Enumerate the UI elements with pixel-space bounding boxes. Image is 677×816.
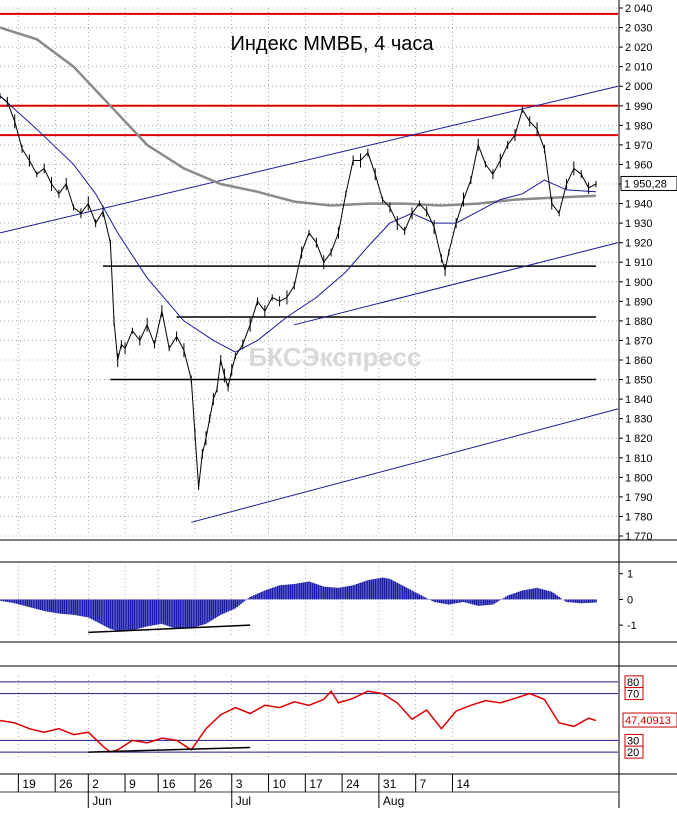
price-tick-label: 1 910 [625, 257, 653, 269]
price-tick-label: 2 040 [625, 3, 653, 15]
rsi-line [0, 689, 597, 753]
price-tick-label: 1 860 [625, 355, 653, 367]
month-label: Jul [236, 794, 251, 808]
price-tick-label: 1 970 [625, 140, 653, 152]
last-price-label: 1 950,28 [624, 178, 667, 190]
price-tick-label: 1 960 [625, 159, 653, 171]
price-tick-label: 1 920 [625, 238, 653, 250]
rsi-level-label: 80 [627, 677, 639, 689]
chart-title: Индекс ММВБ, 4 часа [231, 33, 435, 55]
slow-moving-average [0, 26, 596, 207]
price-tick-label: 2 010 [625, 62, 653, 74]
watermark-logo: БКСЭкспресс [249, 342, 422, 372]
price-tick-label: 2 030 [625, 23, 653, 35]
price-tick-label: 1 850 [625, 375, 653, 387]
price-tick-label: 1 990 [625, 101, 653, 113]
channel-line [294, 242, 619, 326]
rsi-level-box [624, 687, 644, 701]
x-axis: 19 26 2 9 16 26 3 10 17 24 31 7 14 Jun Jul Aug [0, 773, 677, 808]
x-tick-label: 9 [129, 777, 136, 791]
x-tick-label: 19 [22, 777, 36, 791]
channel-line [191, 408, 619, 523]
rsi-level-label: 30 [627, 735, 639, 747]
x-tick-label: 7 [420, 777, 427, 791]
rsi-divergence-line [88, 746, 251, 753]
macd-panel: 1 0 -1 [0, 561, 677, 643]
rsi-level-label: 20 [627, 747, 639, 759]
price-tick-label: 2 020 [625, 42, 653, 54]
price-tick-label: 1 890 [625, 296, 653, 308]
x-tick-label: 24 [346, 777, 360, 791]
month-label: Jun [92, 794, 111, 808]
x-tick-label: 3 [236, 777, 243, 791]
price-tick-label: 1 940 [625, 199, 653, 211]
x-tick-label: 26 [199, 777, 213, 791]
x-tick-label: 17 [309, 777, 323, 791]
x-tick-label: 2 [92, 777, 99, 791]
x-tick-label: 14 [456, 777, 470, 791]
price-tick-label: 1 830 [625, 414, 653, 426]
rsi-level-label: 70 [627, 689, 639, 701]
macd-tick-label: -1 [627, 620, 637, 632]
price-tick-label: 1 880 [625, 316, 653, 328]
price-tick-label: 2 000 [625, 81, 653, 93]
price-panel: 1 950,28 [0, 12, 677, 523]
price-tick-label: 1 980 [625, 120, 653, 132]
x-tick-label: 10 [273, 777, 287, 791]
month-label: Aug [383, 794, 404, 808]
rsi-level-box [624, 745, 644, 759]
price-tick-label: 1 930 [625, 218, 653, 230]
price-tick-label: 1 770 [625, 531, 653, 543]
price-tick-label: 1 820 [625, 433, 653, 445]
price-tick-label: 1 870 [625, 335, 653, 347]
price-tick-label: 1 810 [625, 453, 653, 465]
macd-tick-label: 0 [627, 594, 633, 606]
price-tick-label: 1 790 [625, 492, 653, 504]
x-tick-label: 16 [162, 777, 176, 791]
price-tick-label: 1 840 [625, 394, 653, 406]
x-tick-label: 26 [59, 777, 73, 791]
macd-divergence-line [88, 624, 251, 634]
macd-tick-label: 1 [627, 569, 633, 581]
price-tick-label: 1 900 [625, 277, 653, 289]
fast-moving-average [0, 95, 596, 353]
price-tick-label: 1 800 [625, 472, 653, 484]
x-tick-label: 31 [383, 777, 397, 791]
rsi-last-value-label: 47,40913 [625, 715, 671, 727]
last-price-box [620, 175, 677, 191]
price-tick-label: 1 780 [625, 511, 653, 523]
rsi-last-value-box [622, 712, 677, 728]
